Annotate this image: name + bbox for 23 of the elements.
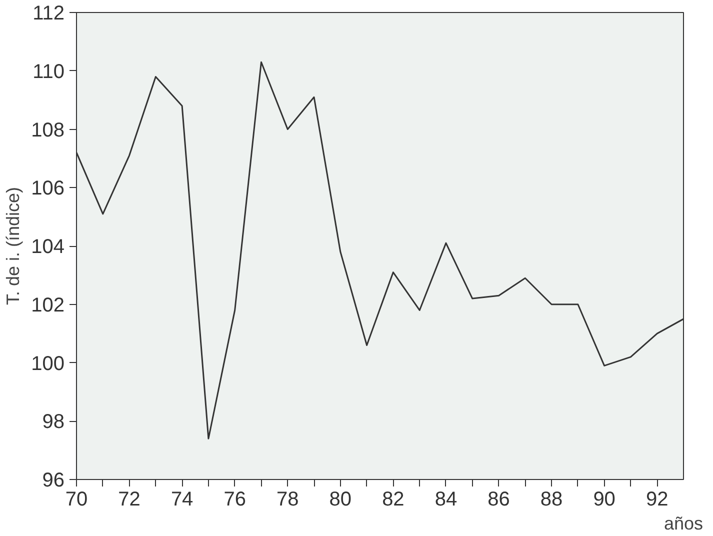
y-tick-label: 108 (31, 119, 65, 142)
x-tick-label: 74 (170, 488, 194, 510)
y-tick-label: 110 (32, 60, 65, 83)
x-tick-label: 90 (593, 488, 616, 510)
y-tick-label: 102 (31, 294, 65, 316)
x-axis-title: años (664, 514, 704, 534)
y-tick-label: 106 (31, 178, 65, 200)
x-tick-label: 76 (224, 488, 246, 510)
x-tick-label: 86 (488, 488, 510, 510)
x-tick-label: 88 (540, 488, 563, 510)
x-tick-label: 70 (65, 488, 88, 510)
y-tick-label: 112 (32, 2, 65, 24)
x-tick-label: 80 (329, 488, 352, 510)
y-tick-label: 104 (31, 236, 65, 258)
x-tick-label: 84 (434, 488, 458, 510)
y-tick-label: 100 (31, 352, 65, 375)
x-tick-label: 92 (646, 488, 668, 510)
x-tick-label: 82 (382, 488, 404, 510)
y-tick-label: 98 (42, 411, 65, 434)
x-tick-label: 72 (118, 488, 140, 510)
y-tick-label: 96 (42, 470, 65, 492)
y-axis-title: T. de i. (índice) (3, 186, 24, 306)
x-tick-label: 78 (276, 488, 299, 510)
